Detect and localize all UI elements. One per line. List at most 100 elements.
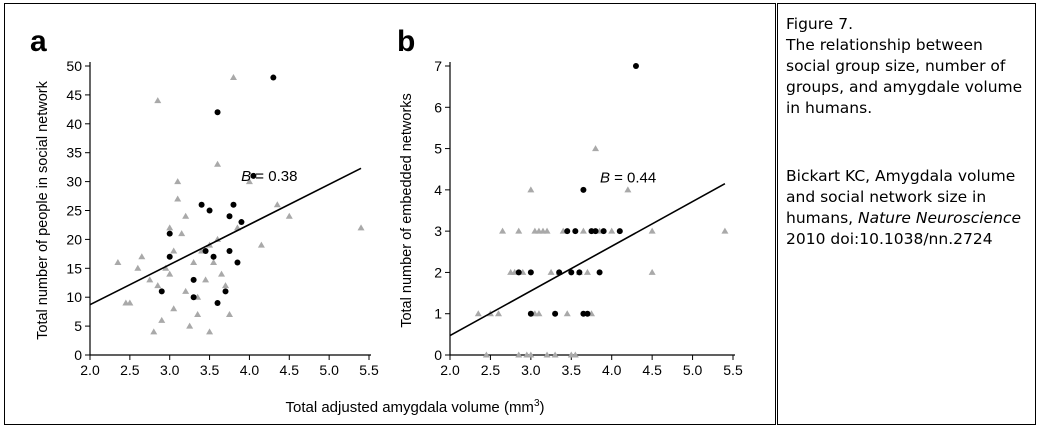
triangle-point xyxy=(178,230,186,237)
panel-label: a xyxy=(30,25,47,58)
panel-b: b 2.0 2.5 3.0 3.5 4.0 4.5 5.0 5.5 0 1 2 3 4 5 6 7 Total n… xyxy=(397,25,743,378)
citation-journal: Nature Neuroscience xyxy=(858,209,1021,227)
triangle-point xyxy=(202,276,210,283)
triangle-point xyxy=(721,227,729,234)
circle-point xyxy=(206,207,213,214)
circle-point xyxy=(214,299,221,306)
triangle-point xyxy=(257,241,265,248)
y-tick-label: 10 xyxy=(66,289,82,305)
circle-point xyxy=(527,269,534,276)
figure-charts: a2.0 2.5 3.0 3.5 4.0 4.5 5.0 5.5051015202530354… xyxy=(30,25,743,416)
y-tick-label: 2 xyxy=(434,264,442,280)
x-tick-label: 4.0 xyxy=(602,362,622,378)
triangle-point xyxy=(170,305,178,312)
x-tick-label: 4.0 xyxy=(240,362,260,378)
y-tick-label: 35 xyxy=(66,145,82,161)
x-tick-label: 5.0 xyxy=(683,362,703,378)
triangle-point xyxy=(154,97,162,104)
triangle-point xyxy=(114,259,122,266)
circle-point xyxy=(600,228,607,235)
figure-label: Figure 7. xyxy=(786,15,854,33)
x-tick-label: 2.5 xyxy=(120,362,140,378)
y-tick-label: 20 xyxy=(66,231,82,247)
y-tick-label: 50 xyxy=(66,58,82,74)
y-tick-label: 1 xyxy=(434,306,442,322)
triangle-point xyxy=(515,227,523,234)
citation-prefix: Bickart KC, Amygdala volume and social n… xyxy=(786,167,1016,227)
circle-point xyxy=(632,63,639,69)
circle-point xyxy=(210,253,217,260)
triangle-point xyxy=(146,276,154,283)
x-tick-label: 5.0 xyxy=(319,362,339,378)
triangle-point xyxy=(218,270,226,277)
circle-point xyxy=(568,269,575,276)
x-tick-label: 3.5 xyxy=(200,362,220,378)
triangle-point xyxy=(182,212,190,219)
triangle-point xyxy=(154,282,162,289)
triangle-point xyxy=(138,253,146,260)
y-tick-label: 7 xyxy=(434,58,442,74)
circle-point xyxy=(580,186,587,193)
x-tick-label: 3.0 xyxy=(521,362,541,378)
circle-point xyxy=(572,228,579,235)
triangle-point xyxy=(495,310,503,317)
x-tick-label: 2.5 xyxy=(481,362,501,378)
triangle-point xyxy=(226,311,233,318)
triangle-point xyxy=(608,227,616,234)
triangle-point xyxy=(543,351,551,358)
circle-point xyxy=(198,201,205,208)
regression-line xyxy=(89,167,362,306)
triangle-point xyxy=(214,160,222,167)
triangle-point xyxy=(210,259,218,266)
triangle-point xyxy=(158,316,166,323)
triangle-point xyxy=(579,227,587,234)
y-tick-label: 0 xyxy=(74,347,82,363)
circle-point xyxy=(552,310,559,317)
y-tick-label: 4 xyxy=(434,182,442,198)
y-tick-label: 30 xyxy=(66,174,82,190)
panel-a: a 2.0 2.5 3.0 3.5 4.0 4.5 5.0 5.5 0 5 10 15 20 25 30 35 4… xyxy=(30,25,379,378)
circle-point xyxy=(250,172,257,179)
triangle-point xyxy=(571,351,579,358)
caption-panel: Figure 7. The relationship between socia… xyxy=(777,3,1036,425)
circle-point xyxy=(166,230,173,237)
y-tick-label: 25 xyxy=(66,203,82,219)
shared-x-axis-label: Total adjusted amygdala volume (mm3) xyxy=(285,398,544,416)
circle-point xyxy=(576,269,583,276)
triangle-point xyxy=(194,311,202,318)
triangle-point xyxy=(245,178,253,185)
triangle-point xyxy=(162,264,170,271)
triangle-point xyxy=(357,224,365,231)
triangle-point xyxy=(273,201,281,208)
y-tick-label: 5 xyxy=(74,318,82,334)
circle-point xyxy=(190,276,197,283)
circle-point xyxy=(515,269,522,276)
triangle-point xyxy=(474,310,482,317)
triangle-point xyxy=(563,310,571,317)
circle-point xyxy=(238,219,245,226)
x-tick-label: 5.5 xyxy=(723,362,743,378)
circle-point xyxy=(226,213,233,220)
triangle-point xyxy=(543,227,551,234)
triangle-point xyxy=(499,227,507,234)
y-axis-label: Total number of embedded networks xyxy=(399,93,415,328)
y-tick-label: 5 xyxy=(434,141,442,157)
circle-point xyxy=(270,74,277,81)
circle-point xyxy=(230,201,237,208)
y-tick-label: 15 xyxy=(66,260,82,276)
triangle-point xyxy=(515,351,523,358)
triangle-point xyxy=(285,212,293,219)
circle-point xyxy=(596,269,603,276)
y-tick-label: 0 xyxy=(434,347,442,363)
triangle-point xyxy=(166,270,174,277)
triangle-point xyxy=(186,322,194,329)
triangle-point xyxy=(592,145,600,152)
circle-point xyxy=(226,247,233,254)
circle-point xyxy=(234,259,241,266)
y-tick-label: 40 xyxy=(66,116,82,132)
triangle-point xyxy=(150,328,158,335)
circle-point xyxy=(222,288,229,295)
triangle-point xyxy=(126,299,134,306)
triangle-point xyxy=(648,227,656,234)
triangle-point xyxy=(583,268,591,275)
